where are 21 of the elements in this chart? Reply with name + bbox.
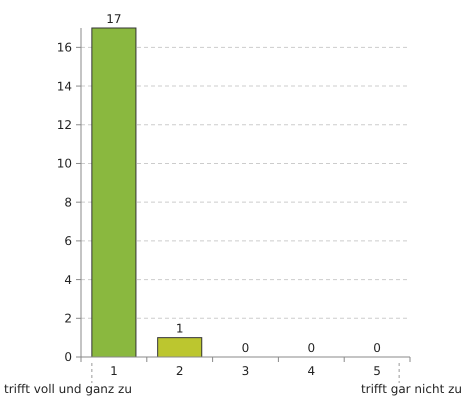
y-tick-label: 16 [56, 40, 72, 55]
x-tick-label: 3 [242, 364, 250, 378]
y-tick-label: 2 [64, 311, 72, 326]
data-label: 0 [242, 341, 250, 355]
x-tick-label: 5 [373, 364, 381, 378]
y-tick-label: 4 [64, 272, 72, 287]
y-tick-label: 0 [64, 350, 72, 364]
data-label: 0 [373, 341, 381, 355]
x-tick-label: 1 [110, 364, 118, 378]
y-tick-label: 10 [56, 156, 72, 171]
x-tick-label: 2 [176, 364, 184, 378]
y-tick-label: 14 [56, 79, 72, 94]
y-tick-label: 12 [56, 118, 72, 132]
text: trifft voll und ganz zu [4, 382, 132, 396]
y-tick-label: 6 [64, 234, 72, 248]
y-tick-label: 8 [64, 195, 72, 210]
data-label: 17 [106, 12, 122, 26]
text: trifft gar nicht zu [360, 382, 462, 396]
data-label: 1 [176, 322, 184, 336]
data-label: 0 [307, 341, 316, 355]
x-tick-label: 4 [307, 364, 316, 378]
